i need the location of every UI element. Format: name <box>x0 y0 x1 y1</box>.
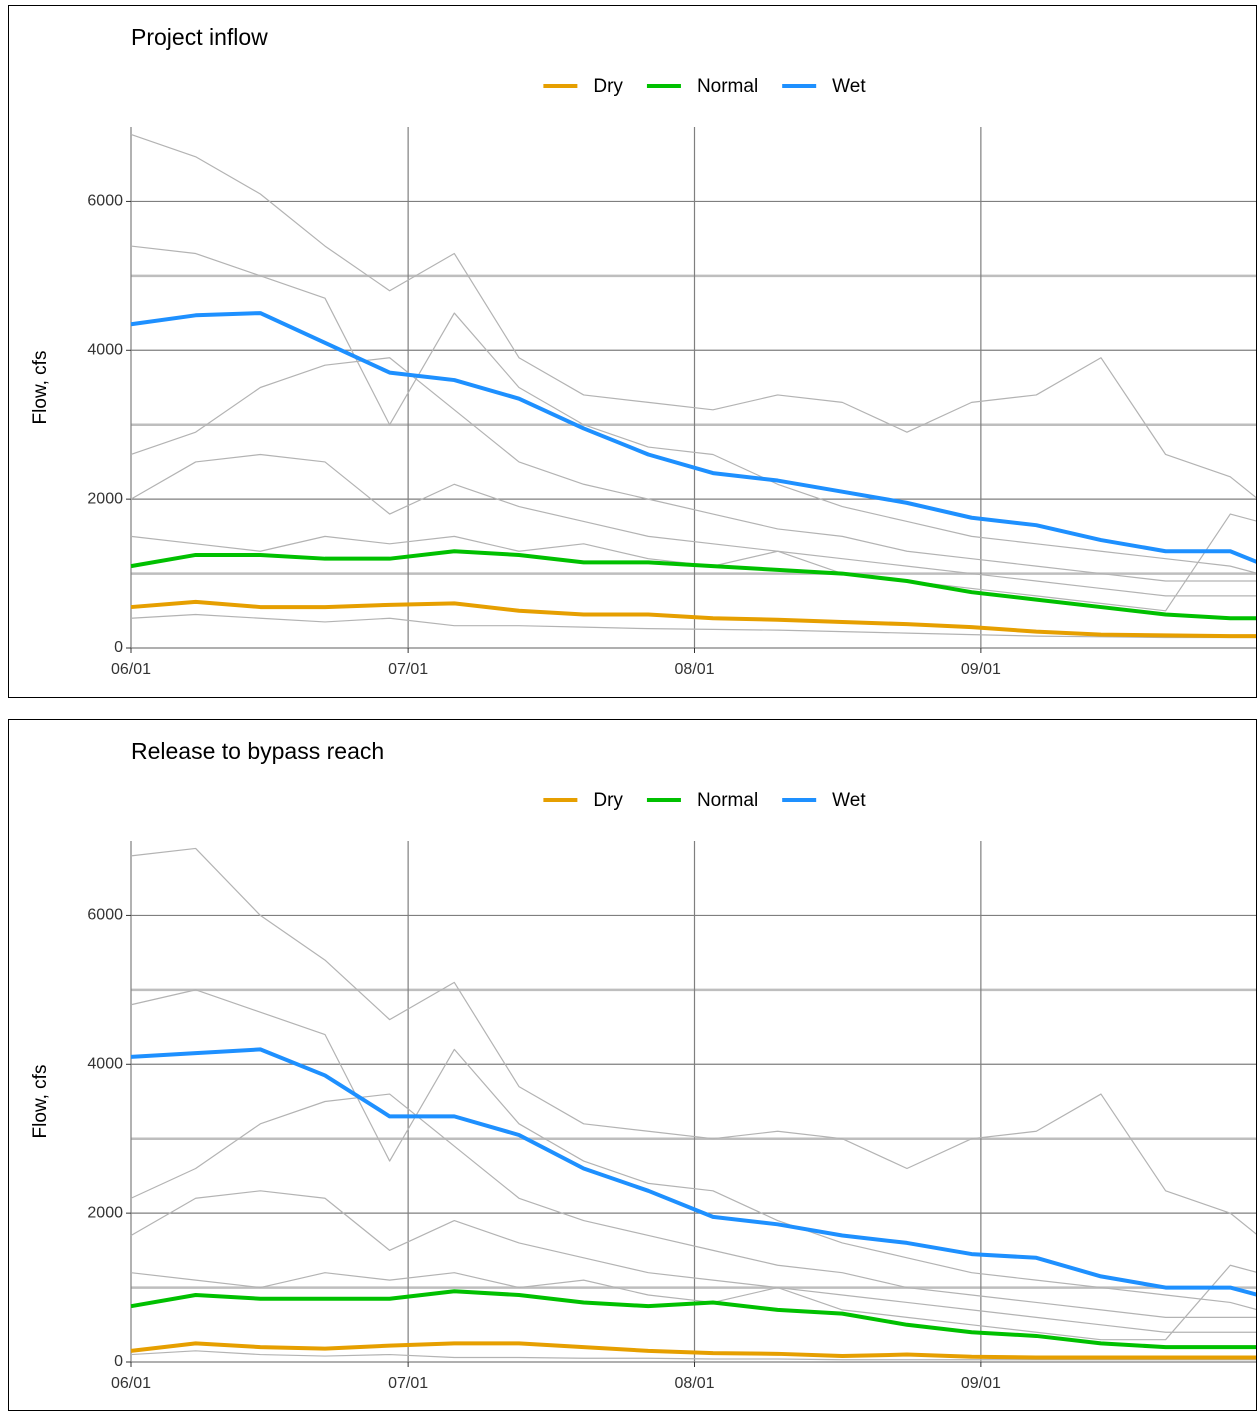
background-line <box>130 847 1256 1235</box>
chart-title: Project inflow <box>131 24 268 50</box>
y-tick-label: 2000 <box>87 1204 123 1221</box>
background-line <box>130 357 1256 582</box>
x-tick-label: 07/01 <box>388 661 428 678</box>
series-line <box>130 1289 1256 1350</box>
background-line <box>130 1350 1256 1361</box>
background-line <box>130 613 1256 639</box>
y-tick-label: 4000 <box>87 1056 123 1073</box>
background-line <box>130 1190 1256 1333</box>
y-tick-label: 0 <box>114 1353 123 1370</box>
legend-label: Wet <box>832 76 866 97</box>
legend: Dry Normal Wet <box>543 790 866 811</box>
panel: Project inflow Flow, cfs 0 2000 4000 6000 06/0… <box>8 5 1257 698</box>
series-line <box>130 549 1256 621</box>
y-axis-label: Flow, cfs <box>30 351 51 425</box>
legend-label: Dry <box>593 76 623 97</box>
chart-title: Release to bypass reach <box>131 738 384 764</box>
background-line <box>130 1093 1256 1318</box>
background-line <box>130 133 1256 499</box>
chart: Release to bypass reach Flow, cfs 0 2000 400… <box>30 738 1256 1392</box>
y-tick-label: 6000 <box>87 907 123 924</box>
y-tick-label: 6000 <box>87 193 123 210</box>
legend-label: Dry <box>593 790 623 811</box>
x-tick-label: 06/01 <box>111 661 151 678</box>
x-tick-label: 07/01 <box>388 1375 428 1392</box>
legend-label: Normal <box>697 76 758 97</box>
series-line <box>130 1341 1256 1360</box>
series-line <box>130 1047 1256 1297</box>
y-tick-label: 4000 <box>87 342 123 359</box>
panel: Release to bypass reach Flow, cfs 0 2000 400… <box>8 719 1257 1411</box>
series-line <box>130 599 1256 639</box>
background-line <box>130 245 1256 574</box>
y-tick-label: 0 <box>114 639 123 656</box>
x-tick-label: 06/01 <box>111 1375 151 1392</box>
y-axis-label: Flow, cfs <box>30 1065 51 1139</box>
background-line <box>130 989 1256 1310</box>
background-line <box>130 453 1256 597</box>
legend-label: Wet <box>832 790 866 811</box>
chart: Project inflow Flow, cfs 0 2000 4000 6000 06/0… <box>30 24 1256 678</box>
legend: Dry Normal Wet <box>543 76 866 97</box>
x-tick-label: 09/01 <box>961 661 1001 678</box>
x-tick-label: 09/01 <box>961 1375 1001 1392</box>
y-tick-label: 2000 <box>87 490 123 507</box>
series-line <box>130 311 1256 564</box>
x-tick-label: 08/01 <box>674 661 714 678</box>
legend-label: Normal <box>697 790 758 811</box>
x-tick-label: 08/01 <box>674 1375 714 1392</box>
